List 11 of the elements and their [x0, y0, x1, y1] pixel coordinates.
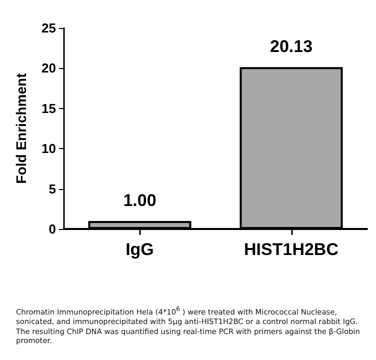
- y-tick-label: 0: [48, 222, 56, 236]
- y-tick-label: 20: [42, 60, 56, 76]
- y-tick-label: 5: [48, 181, 56, 196]
- x-tick-label: IgG: [126, 240, 154, 259]
- x-tick-label: HIST1H2BC: [244, 240, 338, 259]
- data-label: 20.13: [270, 37, 313, 56]
- data-label: 1.00: [123, 190, 156, 210]
- y-tick-label: 25: [42, 20, 56, 36]
- y-tick-label: 15: [42, 100, 56, 116]
- y-tick-label: 10: [42, 141, 56, 156]
- y-axis-title: Fold Enrichment: [13, 72, 29, 184]
